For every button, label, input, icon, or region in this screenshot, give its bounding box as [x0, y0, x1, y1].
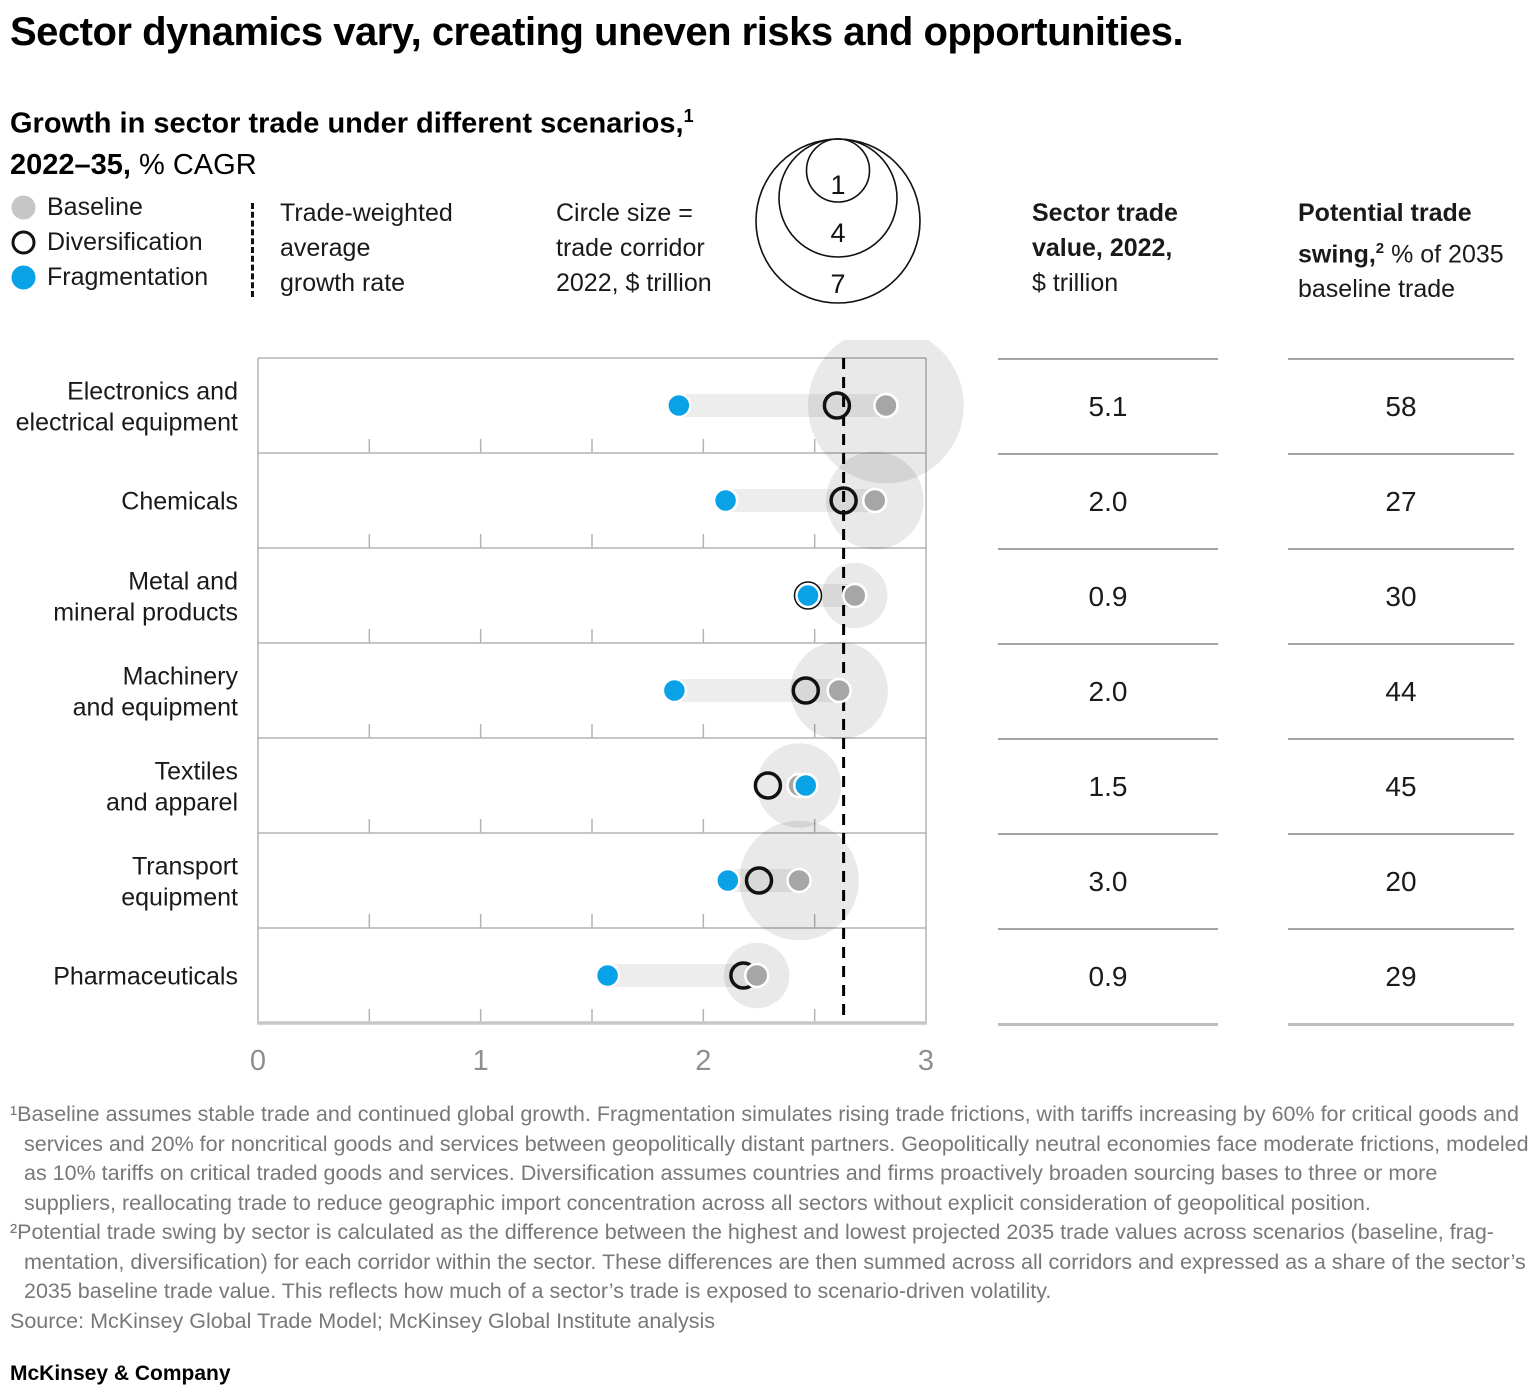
fragmentation-dot-icon — [11, 265, 36, 289]
footnote-2: ²Potential trade swing by sector is calc… — [10, 1220, 1526, 1303]
trade-swing-cell: 44 — [1288, 643, 1514, 738]
baseline-marker — [786, 867, 812, 894]
chart-svg: Electronics and electrical equipment Chemi… — [16, 327, 964, 1077]
baseline-marker — [826, 677, 852, 704]
trade-value-cell: 0.9 — [998, 548, 1218, 643]
fragmentation-marker — [715, 867, 741, 894]
footnotes: ¹Baseline assumes stable trade and conti… — [10, 1100, 1532, 1336]
sector-trade-value-header: Sector trade value, 2022, $ trillion — [1032, 199, 1178, 297]
circle-size-label: Circle size = trade corridor 2022, $ tri… — [556, 199, 712, 297]
mckinsey-logo: McKinsey & Company — [10, 1362, 231, 1385]
trade-swing-cell: 27 — [1288, 453, 1514, 548]
baseline-dot-icon — [11, 195, 36, 219]
baseline-marker — [873, 392, 899, 419]
chart-area: Electronics and electrical equipment Chemi… — [0, 327, 1536, 1105]
sector-label: Transport — [132, 853, 238, 881]
fragmentation-marker — [793, 772, 819, 799]
bubble-size-key: 1 4 7 — [755, 138, 921, 304]
trade-value-cell: 3.0 — [998, 833, 1218, 928]
sector-label: electrical equipment — [16, 409, 238, 437]
scenario-range-bar — [674, 679, 840, 702]
trade-swing-cell: 45 — [1288, 738, 1514, 833]
chart-subtitle: Growth in sector trade under different s… — [10, 96, 694, 186]
size-key-circle-1 — [805, 138, 871, 203]
fragmentation-marker — [661, 677, 688, 704]
legend-label-baseline: Baseline — [47, 192, 143, 221]
sector-trade-value-column: 5.1 2.0 0.9 2.0 1.5 3.0 0.9 — [998, 358, 1218, 1026]
trade-value-cell: 2.0 — [998, 643, 1218, 738]
footnote-1: ¹Baseline assumes stable trade and conti… — [10, 1102, 1529, 1215]
trade-value-cell: 0.9 — [998, 928, 1218, 1023]
legend-item-diversification: Diversification — [10, 227, 208, 256]
sector-label: Chemicals — [121, 488, 238, 516]
x-axis-tick-label: 3 — [918, 1045, 934, 1077]
fragmentation-marker — [712, 487, 739, 514]
page-title: Sector dynamics vary, creating uneven ri… — [10, 10, 1184, 54]
sector-label: Electronics and — [67, 378, 238, 406]
scenario-range-bar — [727, 869, 800, 892]
legend: Baseline Diversification Fragmentation — [10, 192, 209, 291]
scenario-range-bar — [725, 489, 875, 512]
x-axis-tick-label: 1 — [473, 1045, 489, 1077]
trade-swing-cell: 20 — [1288, 833, 1514, 928]
baseline-marker — [841, 582, 868, 609]
diversification-ring-icon — [11, 230, 36, 254]
size-key-value-7: 7 — [830, 269, 845, 299]
legend-item-fragmentation: Fragmentation — [10, 262, 209, 291]
sector-label: equipment — [121, 884, 238, 912]
x-axis-tick-label: 0 — [250, 1045, 266, 1077]
trade-value-cell: 2.0 — [998, 453, 1218, 548]
diversification-marker — [829, 486, 858, 515]
average-line-label: Trade-weighted average growth rate — [280, 199, 453, 297]
potential-trade-swing-column: 58 27 30 44 45 20 29 — [1288, 358, 1514, 1026]
baseline-marker — [862, 487, 888, 514]
scenario-range-bar — [607, 964, 757, 987]
sector-label: Pharmaceuticals — [53, 963, 238, 991]
average-line-key-dash — [251, 203, 254, 297]
sector-label: Metal and — [128, 568, 238, 596]
legend-item-baseline: Baseline — [10, 192, 208, 221]
subtitle-line1: Growth in sector trade under different s… — [10, 106, 694, 140]
diversification-marker — [744, 866, 774, 895]
baseline-marker — [744, 962, 770, 989]
sector-label: mineral products — [53, 599, 238, 627]
sector-label: and apparel — [106, 789, 238, 817]
diversification-marker — [822, 391, 852, 420]
x-axis-tick-label: 2 — [695, 1045, 711, 1077]
trade-swing-cell: 58 — [1288, 358, 1514, 453]
legend-label-fragmentation: Fragmentation — [47, 262, 209, 291]
scenario-range-bar — [678, 394, 886, 417]
trade-swing-cell: 30 — [1288, 548, 1514, 643]
fragmentation-marker — [594, 962, 621, 989]
trade-swing-cell: 29 — [1288, 928, 1514, 1023]
trade-value-cell: 5.1 — [998, 358, 1218, 453]
subtitle-line2: 2022–35, % CAGR — [10, 148, 257, 181]
fragmentation-marker — [666, 392, 692, 419]
fragmentation-marker — [795, 582, 821, 609]
size-key-value-1: 1 — [830, 170, 845, 200]
trade-value-cell: 1.5 — [998, 738, 1218, 833]
diversification-marker — [791, 676, 821, 705]
size-key-value-4: 4 — [830, 218, 845, 248]
source-line: Source: McKinsey Global Trade Model; McK… — [10, 1308, 716, 1333]
sector-label: and equipment — [73, 694, 238, 722]
sector-label: Machinery — [123, 663, 239, 691]
sector-label: Textiles — [155, 758, 238, 786]
diversification-marker — [753, 771, 783, 800]
potential-trade-swing-header: Potential trade swing,2 % of 2035 baseli… — [1298, 199, 1504, 304]
legend-label-diversification: Diversification — [47, 227, 203, 256]
